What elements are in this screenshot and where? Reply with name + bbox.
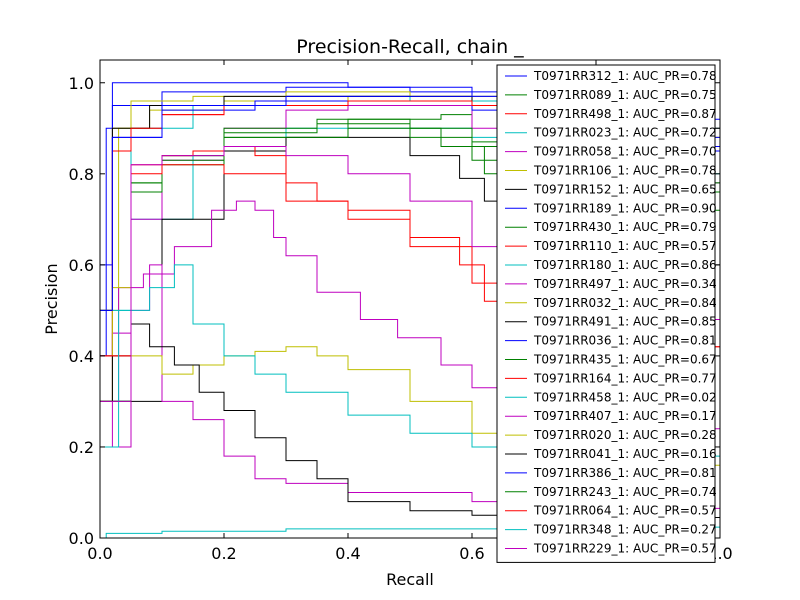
legend-entry-label: T0971RR089_1: AUC_PR=0.75 bbox=[533, 88, 717, 102]
x-axis-label: Recall bbox=[386, 570, 434, 589]
legend-entry-label: T0971RR110_1: AUC_PR=0.57 bbox=[533, 239, 717, 253]
legend-entry-label: T0971RR023_1: AUC_PR=0.72 bbox=[533, 126, 717, 140]
legend-entry-label: T0971RR058_1: AUC_PR=0.70 bbox=[533, 145, 717, 159]
legend-entry-label: T0971RR435_1: AUC_PR=0.67 bbox=[533, 353, 717, 367]
x-tick-label: 0.0 bbox=[87, 544, 112, 563]
y-tick-label: 0.0 bbox=[69, 529, 94, 548]
legend-entry-label: T0971RR041_1: AUC_PR=0.16 bbox=[533, 447, 717, 461]
y-tick-label: 0.8 bbox=[69, 165, 94, 184]
series-line-25 bbox=[100, 264, 720, 466]
legend-box bbox=[496, 64, 716, 563]
x-tick-label: 0.6 bbox=[459, 544, 484, 563]
legend-entry-label: T0971RR106_1: AUC_PR=0.78 bbox=[533, 164, 717, 178]
legend-entry-label: T0971RR497_1: AUC_PR=0.34 bbox=[533, 277, 717, 291]
legend-entry-label: T0971RR189_1: AUC_PR=0.90 bbox=[533, 201, 717, 215]
legend-entry-label: T0971RR152_1: AUC_PR=0.65 bbox=[533, 182, 717, 196]
y-tick-label: 1.0 bbox=[69, 74, 94, 93]
legend: T0971RR312_1: AUC_PR=0.78 T0971RR089_1: A… bbox=[496, 64, 717, 563]
legend-entry-label: T0971RR386_1: AUC_PR=0.81 bbox=[533, 466, 717, 480]
legend-entry-label: T0971RR032_1: AUC_PR=0.84 bbox=[533, 296, 717, 310]
legend-entry-label: T0971RR036_1: AUC_PR=0.81 bbox=[533, 334, 717, 348]
x-tick-label: 0.2 bbox=[211, 544, 236, 563]
legend-entry-label: T0971RR498_1: AUC_PR=0.87 bbox=[533, 107, 717, 121]
chart-title: Precision-Recall, chain _ bbox=[296, 36, 524, 58]
legend-entry-label: T0971RR430_1: AUC_PR=0.79 bbox=[533, 220, 717, 234]
legend-entry-label: T0971RR020_1: AUC_PR=0.28 bbox=[533, 428, 717, 442]
legend-entry-label: T0971RR491_1: AUC_PR=0.85 bbox=[533, 315, 717, 329]
legend-entry-label: T0971RR243_1: AUC_PR=0.74 bbox=[533, 485, 717, 499]
legend-entry-label: T0971RR229_1: AUC_PR=0.57 bbox=[533, 542, 717, 556]
legend-entry-label: T0971RR164_1: AUC_PR=0.77 bbox=[533, 371, 717, 385]
legend-entry-label: T0971RR312_1: AUC_PR=0.78 bbox=[533, 69, 717, 83]
y-tick-label: 0.4 bbox=[69, 347, 94, 366]
legend-entry-label: T0971RR180_1: AUC_PR=0.86 bbox=[533, 258, 717, 272]
legend-entry-label: T0971RR458_1: AUC_PR=0.02 bbox=[533, 390, 717, 404]
x-tick-label: 0.4 bbox=[335, 544, 360, 563]
legend-entry-label: T0971RR348_1: AUC_PR=0.27 bbox=[533, 523, 717, 537]
plot-frame bbox=[99, 59, 721, 539]
legend-entry-label: T0971RR064_1: AUC_PR=0.57 bbox=[533, 504, 717, 518]
y-axis-label: Precision bbox=[42, 263, 61, 334]
legend-entry-label: T0971RR407_1: AUC_PR=0.17 bbox=[533, 409, 717, 423]
series-line-21 bbox=[100, 323, 720, 520]
y-tick-label: 0.2 bbox=[69, 438, 94, 457]
y-tick-label: 0.6 bbox=[69, 256, 94, 275]
